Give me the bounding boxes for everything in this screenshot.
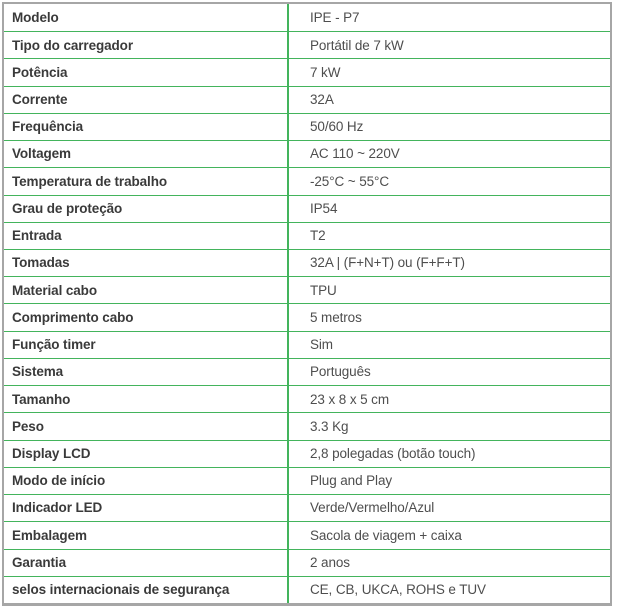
spec-value: Verde/Vermelho/Azul: [289, 494, 610, 521]
spec-label: Grau de proteção: [4, 194, 289, 222]
spec-value: 3.3 Kg: [289, 412, 610, 439]
spec-label: Material cabo: [4, 276, 289, 304]
spec-value: -25°C ~ 55°C: [289, 167, 610, 194]
spec-value: 5 metros: [289, 303, 610, 330]
spec-label: Peso: [4, 412, 289, 440]
spec-label: Tamanho: [4, 385, 289, 413]
spec-value: Português: [289, 357, 610, 385]
spec-value: Plug and Play: [289, 466, 610, 494]
spec-label: Modelo: [4, 4, 289, 32]
spec-value: Portátil de 7 kW: [289, 31, 610, 58]
spec-value: 32A: [289, 85, 610, 113]
spec-value: TPU: [289, 276, 610, 303]
spec-value: Sacola de viagem + caixa: [289, 521, 610, 548]
spec-label: Display LCD: [4, 439, 289, 467]
spec-value: 50/60 Hz: [289, 112, 610, 140]
spec-label: Garantia: [4, 548, 289, 576]
spec-value: IPE - P7: [310, 9, 360, 25]
spec-label: Potência: [4, 58, 289, 86]
spec-value: 23 x 8 x 5 cm: [289, 385, 610, 412]
spec-label: Tomadas: [4, 249, 289, 277]
spec-value: 32A | (F+N+T) ou (F+F+T): [289, 249, 610, 276]
spec-value: T2: [289, 221, 610, 249]
spec-label: Indicador LED: [4, 494, 289, 522]
spec-value: AC 110 ~ 220V: [289, 140, 610, 167]
spec-label: Embalagem: [4, 521, 289, 549]
spec-value: 7 kW: [289, 58, 610, 85]
spec-value: 2,8 polegadas (botão touch): [289, 439, 610, 467]
spec-label: Frequência: [4, 112, 289, 141]
spec-label: Temperatura de trabalho: [4, 167, 289, 195]
spec-label: Tipo do carregador: [4, 31, 289, 59]
spec-value: 2 anos: [289, 548, 610, 576]
spec-label: Comprimento cabo: [4, 303, 289, 331]
spec-label: Sistema: [4, 357, 289, 386]
spec-label: Entrada: [4, 221, 289, 250]
spec-value: Sim: [289, 330, 610, 358]
spec-label: Modo de início: [4, 466, 289, 495]
spec-label: Corrente: [4, 85, 289, 113]
spec-label: selos internacionais de segurança: [4, 575, 289, 603]
spec-value: CE, CB, UKCA, ROHS e TUV: [289, 575, 610, 603]
spec-label: Função timer: [4, 330, 289, 358]
spec-value: IP54: [289, 194, 610, 222]
spec-label: Voltagem: [4, 140, 289, 168]
